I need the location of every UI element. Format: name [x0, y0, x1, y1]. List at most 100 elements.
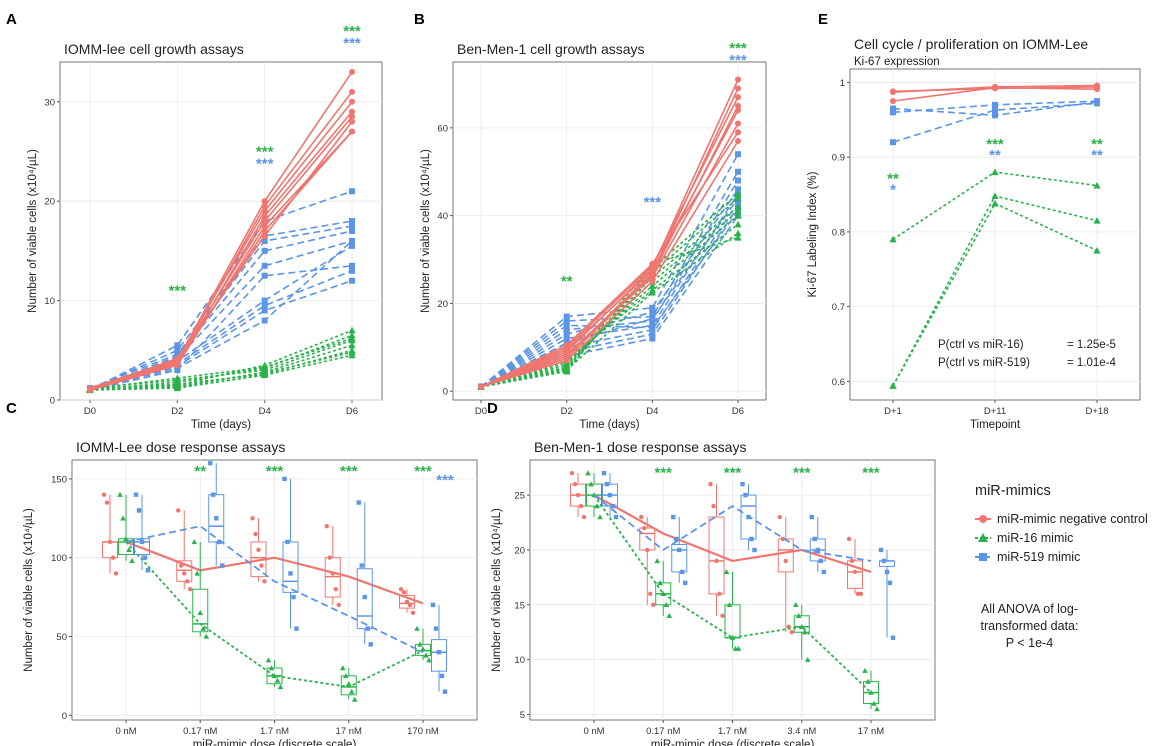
- data-point-mir16: [342, 673, 349, 679]
- p-value-label: P(ctrl vs miR-519): [938, 357, 1030, 369]
- data-point-mir519: [878, 547, 884, 553]
- data-point-mir519: [356, 500, 361, 505]
- data-point-control: [735, 107, 741, 114]
- x-tick-label: D+11: [984, 406, 1006, 417]
- x-tick-label: D0: [84, 406, 96, 417]
- data-point-mir519: [282, 476, 287, 482]
- median-trend-control: [125, 540, 424, 605]
- data-point-control: [992, 85, 998, 92]
- data-point-mir16: [795, 612, 802, 618]
- x-axis-label: Timepoint: [970, 419, 1021, 431]
- data-point-mir519: [601, 470, 607, 476]
- data-point-mir16: [734, 194, 742, 202]
- significance-label: ***: [862, 465, 880, 482]
- data-point-control: [349, 108, 355, 115]
- data-point-control: [735, 76, 741, 83]
- data-point-control: [261, 198, 268, 205]
- data-point-mir519: [890, 105, 896, 112]
- data-point-mir519: [680, 569, 685, 575]
- y-tick-label: 150: [51, 474, 67, 485]
- data-point-control: [735, 94, 741, 101]
- data-point-mir519: [139, 539, 145, 545]
- data-point-mir16: [666, 612, 673, 618]
- data-point-mir16: [871, 700, 877, 706]
- data-point-mir519: [349, 223, 355, 230]
- data-point-mir16: [734, 203, 742, 210]
- chart-title: IOMM-Lee dose response assays: [76, 439, 285, 455]
- data-point-mir16: [423, 652, 429, 658]
- data-point-mir519: [349, 228, 355, 234]
- data-point-control: [250, 516, 255, 521]
- series-line-mir16: [89, 334, 353, 391]
- data-point-mir519: [890, 635, 896, 640]
- significance-label: ***: [436, 472, 454, 489]
- data-point-control: [711, 503, 716, 509]
- data-point-mir16: [868, 689, 874, 695]
- data-point-mir16: [200, 625, 207, 631]
- data-point-mir519: [563, 322, 570, 329]
- data-point-mir519: [136, 508, 142, 513]
- data-point-control: [563, 350, 570, 357]
- data-point-control: [333, 587, 338, 592]
- y-axis-label: Number of viable cells (x10⁴/µL): [491, 508, 503, 672]
- x-tick-label: 0.17 nM: [183, 726, 217, 737]
- box-mir519: [740, 494, 757, 540]
- data-point-mir519: [349, 242, 355, 249]
- data-point-mir16: [792, 602, 799, 608]
- data-point-control: [256, 547, 261, 553]
- data-point-control: [846, 536, 852, 542]
- chart-title: Ben-Men-1 dose response assays: [534, 439, 746, 455]
- median-trend-mir16: [125, 541, 424, 688]
- box-mir519: [356, 568, 373, 630]
- data-point-mir519: [992, 101, 998, 108]
- significance-label: ***: [343, 35, 361, 52]
- series-line-mir519: [480, 193, 739, 388]
- data-point-mir16: [1093, 217, 1101, 224]
- data-point-mir16: [1093, 181, 1101, 189]
- data-point-mir16: [129, 558, 135, 564]
- legend-item-mir16: miR-16 mimic: [975, 528, 1148, 547]
- data-point-mir16: [657, 580, 664, 586]
- y-axis-label: Number of viable cells (x10⁴/µL): [27, 149, 39, 313]
- box-mir16: [793, 615, 810, 633]
- data-point-mir519: [349, 262, 355, 269]
- data-point-mir16: [126, 547, 132, 553]
- series-line-mir16: [480, 232, 739, 388]
- chart-subtitle: Ki-67 expression: [854, 56, 940, 68]
- data-point-control: [735, 129, 741, 136]
- legend-label-mir519: miR-519 mimic: [997, 549, 1081, 564]
- data-point-control: [110, 555, 116, 560]
- significance-label: ***: [266, 463, 284, 480]
- y-tick-label: 100: [51, 553, 67, 564]
- data-point-mir519: [349, 267, 355, 274]
- significance-label: *: [890, 182, 896, 199]
- data-point-mir519: [288, 571, 293, 576]
- y-axis-label: Number of viable cells (x10⁴/µL): [420, 149, 432, 313]
- data-point-mir16: [345, 680, 352, 686]
- x-tick-label: 0 nM: [115, 726, 136, 737]
- data-point-mir519: [884, 569, 890, 575]
- y-tick-label: 20: [514, 545, 525, 556]
- panel-C: 0 nM 0.17 nM 1.7 nM 17 nM 170 nM 0 50 100 150 IOM…: [6, 400, 478, 746]
- significance-label: ***: [793, 465, 811, 482]
- x-axis-label: miR-mimic dose (discrete scale): [651, 739, 815, 746]
- series-line-mir519: [89, 264, 353, 391]
- anova-note-line-3: P < 1e-4: [1005, 636, 1054, 650]
- data-point-mir16: [348, 688, 355, 694]
- series-line-mir16: [89, 329, 353, 390]
- panel-letter: A: [6, 11, 17, 28]
- significance-label: ***: [654, 465, 672, 482]
- series-line-mir519: [89, 220, 353, 390]
- y-tick-label: 0: [62, 711, 67, 722]
- series-line-control: [480, 131, 739, 388]
- data-point-mir519: [563, 335, 570, 342]
- series-line-mir519: [480, 153, 739, 388]
- data-point-mir16: [261, 363, 269, 371]
- data-point-mir16: [804, 656, 811, 662]
- box-control: [708, 516, 725, 595]
- data-point-mir519: [887, 580, 893, 586]
- data-point-mir519: [261, 247, 268, 254]
- x-tick-label: 170 nM: [407, 726, 439, 737]
- data-point-mir16: [734, 190, 742, 197]
- data-point-mir519: [752, 547, 757, 553]
